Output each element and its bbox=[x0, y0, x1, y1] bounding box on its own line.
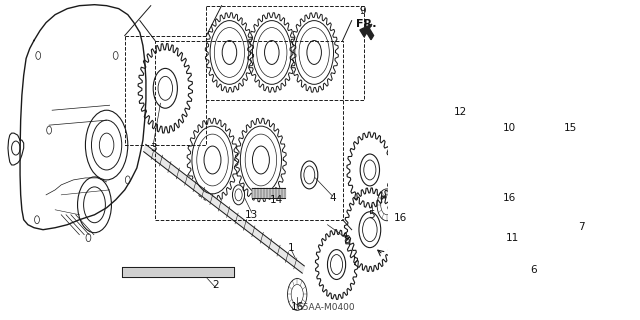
Text: 3: 3 bbox=[150, 143, 157, 153]
Polygon shape bbox=[360, 24, 374, 40]
Text: 16: 16 bbox=[394, 213, 407, 223]
Text: 6: 6 bbox=[530, 265, 536, 275]
Text: 2: 2 bbox=[212, 280, 219, 291]
Text: 11: 11 bbox=[506, 233, 518, 243]
Text: S5AA-M0400: S5AA-M0400 bbox=[297, 303, 355, 312]
Text: 5: 5 bbox=[369, 210, 375, 220]
Text: FR.: FR. bbox=[356, 19, 376, 28]
Polygon shape bbox=[122, 267, 234, 277]
Polygon shape bbox=[144, 144, 304, 273]
Text: 15: 15 bbox=[564, 123, 577, 133]
Text: 14: 14 bbox=[269, 195, 283, 205]
Text: 1: 1 bbox=[288, 243, 294, 252]
Text: 8: 8 bbox=[344, 235, 350, 245]
Polygon shape bbox=[252, 188, 285, 198]
Text: 12: 12 bbox=[454, 107, 467, 117]
Text: 16: 16 bbox=[502, 193, 516, 203]
Text: 13: 13 bbox=[245, 210, 259, 220]
Text: 7: 7 bbox=[579, 222, 585, 232]
Text: 10: 10 bbox=[502, 123, 516, 133]
Text: 16: 16 bbox=[291, 302, 304, 312]
Text: 4: 4 bbox=[329, 193, 335, 203]
Text: 9: 9 bbox=[359, 6, 366, 16]
